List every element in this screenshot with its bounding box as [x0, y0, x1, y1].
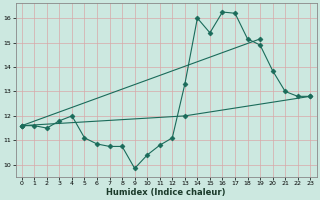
- X-axis label: Humidex (Indice chaleur): Humidex (Indice chaleur): [106, 188, 226, 197]
